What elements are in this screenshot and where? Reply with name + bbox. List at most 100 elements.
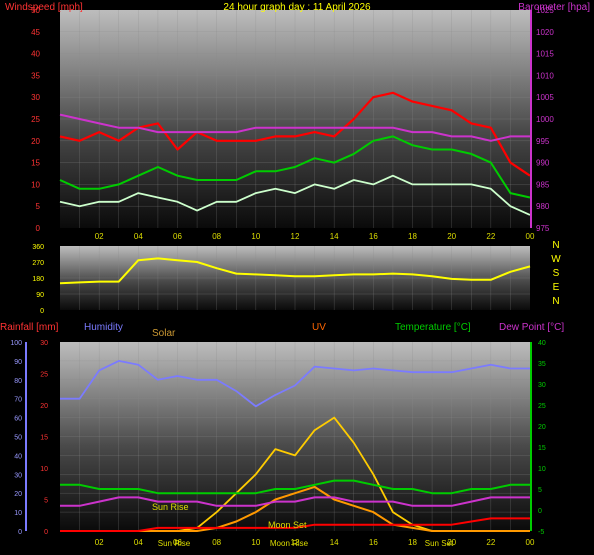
climate-x-tick: 18	[408, 538, 417, 547]
climate-x-tick: 16	[369, 538, 378, 547]
climate-x-tick: 10	[251, 538, 260, 547]
humidity-axis-tick: 30	[14, 472, 22, 479]
wind-axis-tick: 10	[31, 180, 40, 189]
barometer-axis-tick: 1005	[536, 93, 554, 102]
barometer-axis-tick: 975	[536, 224, 550, 233]
temp-axis-tick: 20	[538, 424, 546, 431]
temp-axis-tick: 0	[538, 508, 542, 515]
humidity-axis-tick: 60	[14, 416, 22, 423]
wind-x-tick: 02	[95, 232, 104, 241]
windspeed-axis-label: Windspeed [mph]	[5, 2, 83, 13]
humidity-legend: Humidity	[84, 322, 123, 333]
rain-axis-tick: 15	[40, 435, 48, 442]
wind-axis-tick: 45	[31, 28, 40, 37]
barometer-axis-tick: 985	[536, 180, 550, 189]
wind-low-line	[59, 174, 531, 216]
moon-rise-axis-label: Moon Rise	[270, 539, 309, 548]
barometer-axis-tick: 1025	[536, 6, 554, 15]
dewpoint-line	[60, 496, 530, 507]
climate-panel-background	[60, 342, 530, 531]
barometer-axis-tick: 990	[536, 159, 550, 168]
rain-axis-tick: 25	[40, 372, 48, 379]
temp-axis-tick: 35	[538, 361, 546, 368]
dewpoint-legend: Dew Point [°C]	[499, 322, 564, 333]
wind-x-tick: 18	[408, 232, 417, 241]
temp-axis-tick: 40	[538, 340, 546, 347]
wind-x-tick: 22	[486, 232, 495, 241]
climate-x-tick: 12	[291, 538, 300, 547]
humidity-axis-tick: 20	[14, 491, 22, 498]
temp-axis-tick: 30	[538, 382, 546, 389]
wind-axis-tick: 40	[31, 50, 40, 59]
humidity-axis-tick: 10	[14, 510, 22, 517]
humidity-axis-tick: 100	[10, 340, 22, 347]
wind-axis-tick: 25	[31, 115, 40, 124]
moon-set-annotation: Moon Set	[268, 520, 307, 530]
direction-axis-tick: 0	[40, 308, 44, 315]
compass-label: E	[553, 282, 560, 293]
wind-axis-tick: 35	[31, 71, 40, 80]
compass-label: W	[551, 254, 561, 265]
direction-axis-tick: 180	[32, 276, 44, 283]
wind-x-tick: 20	[447, 232, 456, 241]
climate-x-tick: 14	[330, 538, 339, 547]
temperature-legend: Temperature [°C]	[395, 322, 471, 333]
temp-axis-tick: 5	[538, 487, 542, 494]
humidity-axis-tick: 50	[14, 435, 22, 442]
wind-axis-tick: 15	[31, 159, 40, 168]
direction-axis-tick: 360	[32, 244, 44, 251]
climate-x-tick: 22	[486, 538, 495, 547]
wind-x-tick: 12	[291, 232, 300, 241]
barometer-axis-tick: 1010	[536, 71, 554, 80]
direction-axis-tick: 270	[32, 260, 44, 267]
wind-axis-tick: 0	[36, 224, 41, 233]
wind-x-tick: 16	[369, 232, 378, 241]
wind-axis-tick: 5	[36, 202, 41, 211]
rain-axis-tick: 5	[44, 498, 48, 505]
sun-rise-axis-label: Sun Rise	[158, 539, 191, 548]
humidity-axis-tick: 90	[14, 359, 22, 366]
compass-label: S	[553, 268, 560, 279]
climate-x-tick: 06	[173, 538, 182, 547]
wind-avg-line	[59, 135, 531, 199]
wind-x-tick: 00	[526, 232, 535, 241]
barometer-axis-label: Barometer [hpa]	[518, 2, 590, 13]
wind-axis-tick: 20	[31, 137, 40, 146]
barometer-axis-tick: 980	[536, 202, 550, 211]
sun-rise-annotation: Sun Rise	[152, 502, 189, 512]
humidity-axis-tick: 80	[14, 378, 22, 385]
wind-x-tick: 14	[330, 232, 339, 241]
wind-x-tick: 08	[212, 232, 221, 241]
temp-axis-tick: -5	[538, 529, 544, 536]
humidity-axis-tick: 40	[14, 453, 22, 460]
temp-axis-tick: 15	[538, 445, 546, 452]
temp-axis-tick: 25	[538, 403, 546, 410]
compass-label: N	[552, 296, 559, 307]
climate-x-tick: 02	[95, 538, 104, 547]
solar-legend: Solar	[152, 328, 176, 339]
wind-axis-tick: 50	[31, 6, 40, 15]
barometer-axis-tick: 1015	[536, 50, 554, 59]
temp-axis-tick: 10	[538, 466, 546, 473]
rain-axis-tick: 0	[44, 529, 48, 536]
compass-label: N	[552, 240, 559, 251]
climate-x-tick: 00	[526, 538, 535, 547]
humidity-axis-tick: 70	[14, 397, 22, 404]
rainfall-line	[60, 517, 530, 532]
humidity-line	[60, 359, 530, 408]
rain-axis-tick: 10	[40, 466, 48, 473]
humidity-axis-tick: 0	[18, 529, 22, 536]
wind-x-tick: 10	[251, 232, 260, 241]
wind-direction-line	[59, 257, 531, 285]
chart-title: 24 hour graph day : 11 April 2026	[223, 2, 371, 13]
wind-panel-background	[60, 10, 530, 228]
barometer-axis-tick: 1020	[536, 28, 554, 37]
direction-axis-tick: 90	[36, 292, 44, 299]
barometer-line	[59, 113, 530, 142]
climate-x-tick: 08	[212, 538, 221, 547]
climate-x-tick: 20	[447, 538, 456, 547]
rain-axis-tick: 30	[40, 340, 48, 347]
climate-x-tick: 04	[134, 538, 143, 547]
